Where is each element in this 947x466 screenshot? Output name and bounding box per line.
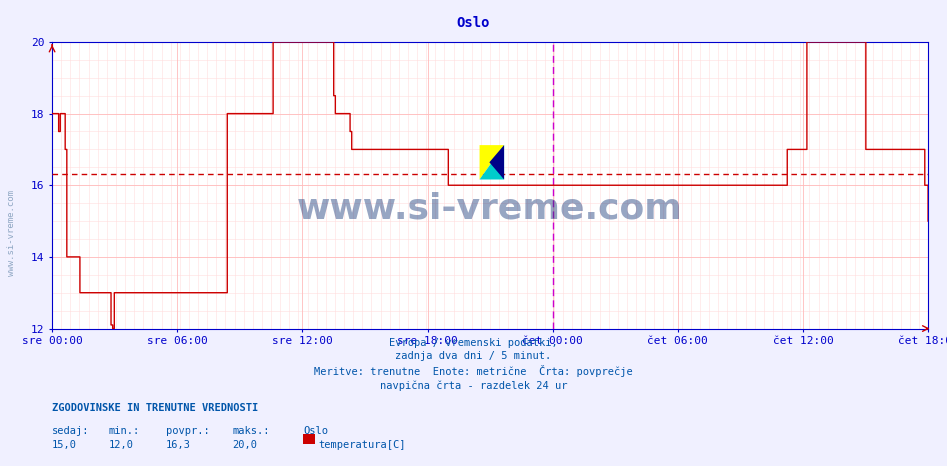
Text: 20,0: 20,0 [232, 440, 257, 450]
Text: www.si-vreme.com: www.si-vreme.com [297, 191, 683, 225]
Polygon shape [479, 145, 504, 179]
Text: min.:: min.: [109, 426, 140, 436]
Text: 12,0: 12,0 [109, 440, 134, 450]
Text: Evropa / vremenski podatki,
zadnja dva dni / 5 minut.
Meritve: trenutne  Enote: : Evropa / vremenski podatki, zadnja dva d… [314, 338, 633, 391]
Text: maks.:: maks.: [232, 426, 270, 436]
Text: 15,0: 15,0 [52, 440, 77, 450]
Text: Oslo: Oslo [456, 16, 491, 30]
Polygon shape [490, 145, 504, 179]
Text: 16,3: 16,3 [166, 440, 190, 450]
Text: ZGODOVINSKE IN TRENUTNE VREDNOSTI: ZGODOVINSKE IN TRENUTNE VREDNOSTI [52, 403, 259, 413]
Text: Oslo: Oslo [303, 426, 328, 436]
Text: sedaj:: sedaj: [52, 426, 90, 436]
Polygon shape [479, 145, 504, 179]
Text: www.si-vreme.com: www.si-vreme.com [7, 190, 16, 276]
Text: temperatura[C]: temperatura[C] [318, 440, 405, 450]
Text: povpr.:: povpr.: [166, 426, 209, 436]
